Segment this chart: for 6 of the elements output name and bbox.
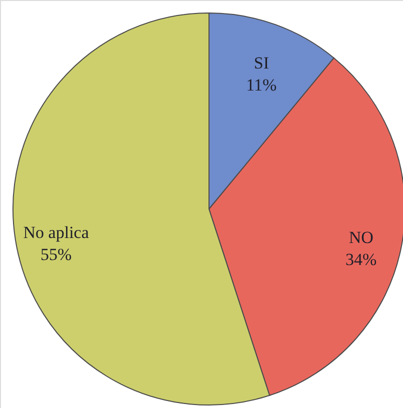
slice-label: No aplica <box>23 223 90 242</box>
data-label: 55% <box>40 245 72 264</box>
slice-label: SI <box>254 53 270 72</box>
data-label: 34% <box>346 250 377 270</box>
data-label: 11% <box>246 75 277 94</box>
slice-label: NO <box>348 228 374 248</box>
